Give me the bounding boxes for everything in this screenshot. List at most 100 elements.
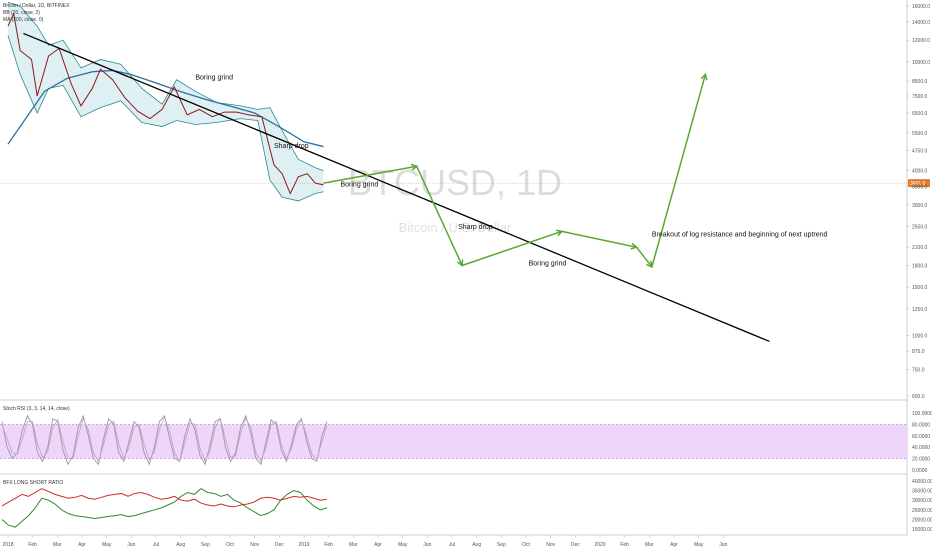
stoch-band: [0, 424, 907, 459]
stoch-tick-label: 60.0000: [912, 434, 930, 440]
projection-segment: [416, 165, 463, 266]
annotation-label: Breakout of log resistance and beginning…: [652, 231, 828, 238]
symbol-header: Bitcoin / Dollar, 1D, BITFINEX: [3, 3, 70, 9]
time-tick-label: Apr: [374, 542, 382, 548]
long-short-tick-label: 25000.0000: [912, 508, 932, 514]
time-tick-label: May: [694, 542, 704, 548]
price-tick-label: 1250.0: [912, 307, 928, 313]
long-short-tick-label: 20000.0000: [912, 517, 932, 523]
time-tick-label: Feb: [28, 542, 37, 548]
price-tick-label: 6500.0: [912, 111, 928, 117]
last-price-line: 3601.0: [0, 179, 930, 188]
resistance-trendline: [23, 32, 770, 343]
time-tick-label: 2019: [298, 542, 309, 548]
price-tick-label: 3000.0: [912, 203, 928, 209]
last-price-label: 3601.0: [910, 181, 926, 187]
price-tick-label: 4000.0: [912, 169, 928, 175]
time-tick-label: Sep: [497, 542, 506, 548]
stoch-series-d: [1, 416, 328, 463]
projection-segment: [461, 230, 563, 267]
time-tick-label: Apr: [670, 542, 678, 548]
time-tick-label: Aug: [176, 542, 185, 548]
ma200-path: [7, 69, 324, 148]
price-tick-label: 12000.0: [912, 38, 930, 44]
long-short-tick-label: 30000.0000: [912, 498, 932, 504]
time-tick-label: Jul: [449, 542, 455, 548]
time-tick-label: May: [102, 542, 112, 548]
time-tick-label: Sep: [201, 542, 210, 548]
time-tick-label: Jun: [127, 542, 135, 548]
time-tick-label: Nov: [250, 542, 259, 548]
projection-segment: [635, 246, 653, 268]
time-tick-label: Feb: [324, 542, 333, 548]
time-tick-label: Jun: [719, 542, 727, 548]
price-tick-label: 750.0: [912, 367, 925, 373]
projection-segment: [651, 74, 707, 268]
price-tick-label: 16000.0: [912, 4, 930, 10]
annotation-label: Boring grind: [340, 182, 378, 189]
long-short-tick-label: 35000.0000: [912, 489, 932, 495]
time-tick-label: Jun: [423, 542, 431, 548]
time-tick-label: May: [398, 542, 408, 548]
time-tick-label: Nov: [546, 542, 555, 548]
long-short-series-shorts: [1, 488, 328, 508]
price-tick-label: 1000.0: [912, 333, 928, 339]
long-short-series-longs: [1, 488, 328, 528]
price-tick-label: 875.0: [912, 349, 925, 355]
projection-path: [323, 72, 708, 269]
price-tick-label: 2100.0: [912, 245, 928, 251]
long-short-tick-label: 15000.0000: [912, 527, 932, 533]
stoch-series-k: [1, 414, 328, 466]
price-tick-label: 5500.0: [912, 131, 928, 137]
long-short-pane: 40000.0000 35000.0000 30000.0000 25000.0000…: [1, 479, 932, 533]
time-tick-label: Mar: [349, 542, 358, 548]
time-axis[interactable]: 2018 Feb Mar Apr May Jun Jul Aug Sep Oct Nov Dec 201…: [2, 535, 728, 548]
annotation-label: Boring grind: [529, 261, 567, 268]
annotation-label: Sharp drop: [458, 224, 493, 231]
last-price-badge: [908, 179, 930, 188]
projection-arrowhead: [700, 72, 708, 81]
price-tick-label: 2500.0: [912, 224, 928, 230]
annotations: Boring grind Sharp drop Boring grind Sharp …: [195, 75, 827, 268]
time-tick-label: Dec: [571, 542, 580, 548]
stoch-rsi-pane: 100.0000 80.0000 60.0000 40.0000 20.0000 0.00…: [0, 411, 932, 474]
price-line: [7, 11, 324, 195]
price-series: [7, 11, 324, 195]
time-tick-label: 2018: [2, 542, 13, 548]
long-short-tick-label: 40000.0000: [912, 479, 932, 485]
annotation-label: Sharp drop: [274, 143, 309, 150]
long-short-legend: BFX LONG SHORT RATIO: [3, 480, 63, 486]
legend-ma200: MA (200, close, 0): [3, 17, 44, 23]
time-tick-label: Apr: [78, 542, 86, 548]
time-tick-label: 2020: [594, 542, 605, 548]
time-tick-label: Oct: [226, 542, 234, 548]
stoch-tick-label: 100.0000: [912, 411, 932, 417]
price-tick-label: 4750.0: [912, 148, 928, 154]
stoch-tick-label: 40.0000: [912, 445, 930, 451]
price-tick-label: 1500.0: [912, 285, 928, 291]
time-tick-label: Mar: [645, 542, 654, 548]
time-tick-label: Feb: [620, 542, 629, 548]
stoch-tick-label: 20.0000: [912, 457, 930, 463]
stoch-tick-label: 80.0000: [912, 422, 930, 428]
stoch-rsi-legend: Stoch RSI (3, 3, 14, 14, close): [3, 406, 70, 412]
time-tick-label: Aug: [472, 542, 481, 548]
watermark-symbol: BTCUSD, 1D: [348, 162, 562, 203]
stoch-tick-label: 0.0000: [912, 468, 928, 474]
annotation-label: Boring grind: [195, 75, 233, 82]
price-tick-label: 1800.0: [912, 264, 928, 270]
price-tick-label: 3500.0: [912, 185, 928, 191]
price-axis[interactable]: 16000.0 14000.0 12000.0 10000.0 8500.0 7500.0…: [907, 4, 930, 400]
price-tick-label: 7500.0: [912, 94, 928, 100]
price-tick-label: 10000.0: [912, 60, 930, 66]
time-tick-label: Oct: [522, 542, 530, 548]
time-tick-label: Dec: [275, 542, 284, 548]
price-tick-label: 14000.0: [912, 20, 930, 26]
projection-segment: [561, 230, 637, 248]
time-tick-label: Mar: [53, 542, 62, 548]
price-tick-label: 8500.0: [912, 79, 928, 85]
trendline-path: [23, 32, 770, 343]
projection-segment: [323, 165, 417, 184]
